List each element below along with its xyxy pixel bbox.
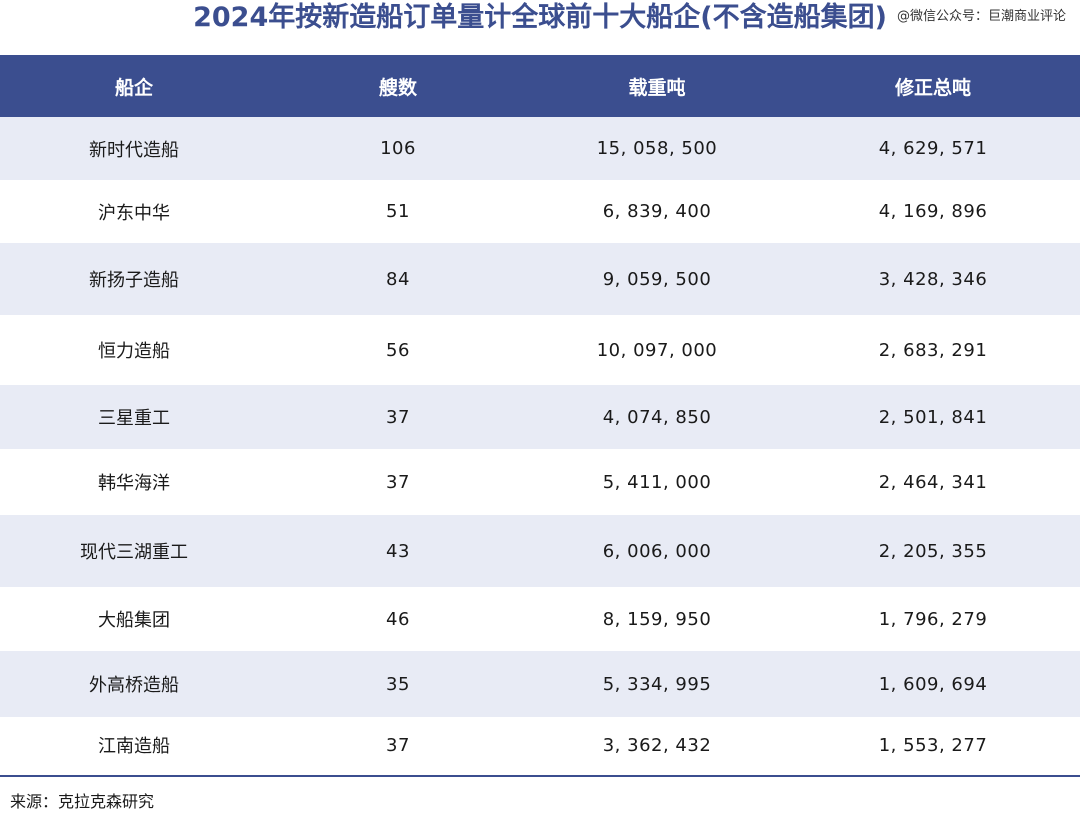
cell-cgt: 4, 629, 571: [878, 138, 988, 159]
cell-cgt: 2, 205, 355: [878, 540, 988, 562]
table-row: 大船集团 46 8, 159, 950 1, 796, 279: [0, 587, 1080, 651]
cell-ship-count: 84: [386, 268, 410, 290]
table-bottom-rule: [0, 775, 1080, 777]
cell-dwt: 5, 411, 000: [602, 471, 712, 493]
cell-ship-count: 51: [386, 201, 410, 222]
cell-ship-count: 37: [386, 471, 410, 493]
table-row: 江南造船 37 3, 362, 432 1, 553, 277: [0, 717, 1080, 773]
table-header-row: 船企 艘数 载重吨 修正总吨: [0, 55, 1080, 117]
cell-dwt: 4, 074, 850: [602, 406, 712, 428]
cell-company: 大船集团: [98, 610, 170, 631]
cell-company: 新时代造船: [89, 139, 179, 161]
cell-company: 江南造船: [98, 736, 170, 757]
cell-dwt: 8, 159, 950: [602, 608, 712, 630]
data-table: 船企 艘数 载重吨 修正总吨 新时代造船 106 15, 058, 500 4, 62…: [0, 55, 1080, 773]
cell-cgt: 1, 796, 279: [878, 608, 988, 630]
chart-title: 2024年按新造船订单量计全球前十大船企(不含造船集团): [193, 2, 887, 33]
cell-company: 恒力造船: [98, 341, 170, 362]
cell-cgt: 3, 428, 346: [878, 268, 988, 290]
cell-dwt: 6, 839, 400: [602, 201, 712, 222]
cell-ship-count: 56: [386, 339, 410, 361]
cell-cgt: 2, 683, 291: [878, 339, 988, 361]
cell-cgt: 4, 169, 896: [878, 201, 988, 222]
column-header-ship-count: 艘数: [378, 76, 417, 99]
table-row: 现代三湖重工 43 6, 006, 000 2, 205, 355: [0, 515, 1080, 587]
table-row: 沪东中华 51 6, 839, 400 4, 169, 896: [0, 180, 1080, 243]
column-header-cgt: 修正总吨: [894, 76, 971, 99]
cell-ship-count: 35: [386, 673, 410, 695]
cell-cgt: 1, 609, 694: [878, 673, 988, 695]
source-note: 来源：克拉克森研究: [10, 792, 155, 811]
cell-company: 韩华海洋: [98, 473, 170, 494]
cell-company: 现代三湖重工: [80, 542, 188, 563]
cell-company: 三星重工: [98, 408, 170, 429]
table-row: 韩华海洋 37 5, 411, 000 2, 464, 341: [0, 449, 1080, 515]
cell-company: 新扬子造船: [89, 270, 179, 291]
table-row: 新时代造船 106 15, 058, 500 4, 629, 571: [0, 117, 1080, 180]
cell-dwt: 9, 059, 500: [602, 268, 712, 290]
cell-ship-count: 43: [386, 540, 410, 562]
cell-company: 沪东中华: [98, 202, 170, 224]
cell-ship-count: 106: [380, 138, 416, 159]
cell-cgt: 2, 501, 841: [878, 406, 988, 428]
cell-company: 外高桥造船: [89, 675, 179, 696]
column-header-dwt: 载重吨: [628, 76, 686, 99]
table-row: 三星重工 37 4, 074, 850 2, 501, 841: [0, 385, 1080, 449]
watermark: @微信公众号：巨潮商业评论: [896, 8, 1066, 26]
cell-ship-count: 37: [386, 406, 410, 428]
cell-cgt: 2, 464, 341: [878, 471, 988, 493]
cell-ship-count: 37: [386, 734, 410, 756]
cell-dwt: 6, 006, 000: [602, 540, 712, 562]
table-row: 外高桥造船 35 5, 334, 995 1, 609, 694: [0, 651, 1080, 717]
cell-ship-count: 46: [386, 608, 410, 630]
cell-dwt: 5, 334, 995: [602, 673, 712, 695]
cell-dwt: 10, 097, 000: [596, 339, 718, 361]
table-body: 新时代造船 106 15, 058, 500 4, 629, 571 沪东中华 51 6, …: [0, 117, 1080, 773]
column-header-company: 船企: [114, 76, 153, 99]
cell-cgt: 1, 553, 277: [878, 734, 988, 756]
cell-dwt: 3, 362, 432: [602, 734, 712, 756]
cell-dwt: 15, 058, 500: [596, 138, 718, 159]
table-row: 恒力造船 56 10, 097, 000 2, 683, 291: [0, 315, 1080, 385]
table-row: 新扬子造船 84 9, 059, 500 3, 428, 346: [0, 243, 1080, 315]
